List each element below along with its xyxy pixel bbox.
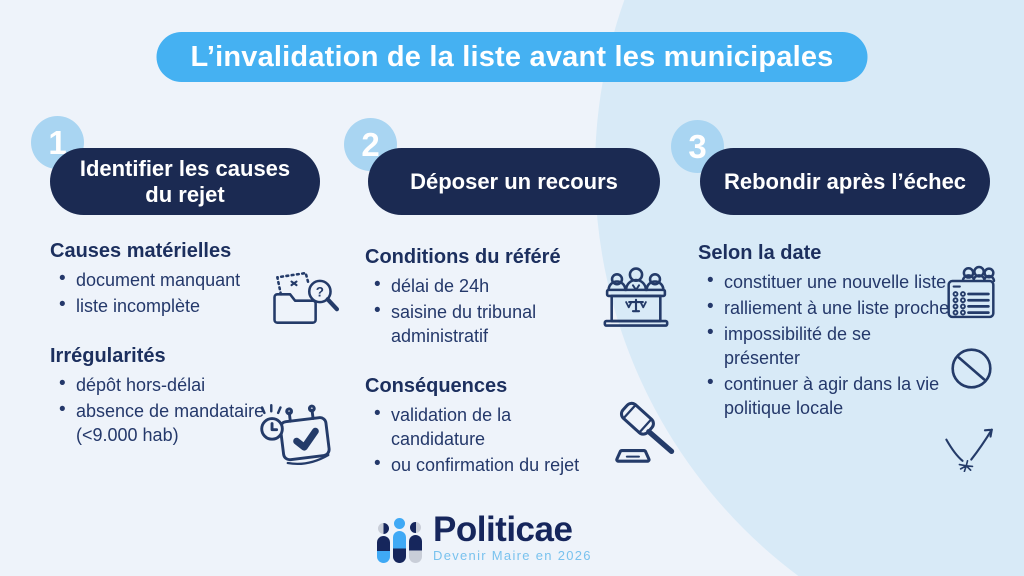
bullet-item: absence de mandataire (<9.000 hab) — [50, 398, 292, 447]
step-number-badge-3: 3 — [671, 120, 724, 173]
bullet-item: continuer à agir dans la vie politique l… — [698, 371, 950, 420]
bullet-list: constituer une nouvelle liste ralliement… — [698, 269, 950, 420]
bullet-item: dépôt hors-délai — [50, 372, 292, 397]
section-irregularites: Irrégularités dépôt hors-délai absence d… — [50, 345, 292, 447]
bullet-list: document manquant liste incomplète — [50, 267, 292, 318]
rebound-arrow-icon — [938, 416, 1002, 472]
brand-name: Politicae — [433, 510, 573, 549]
brand-text: Politicae Devenir Maire en 2026 — [433, 510, 592, 563]
tribunal-icon — [598, 264, 674, 334]
step-title-pill-3: Rebondir après l’échec — [700, 148, 990, 215]
bullet-item: document manquant — [50, 267, 292, 292]
section-causes-materielles: Causes matérielles document manquant lis… — [50, 240, 292, 318]
section-heading: Conditions du référé — [365, 246, 561, 268]
bullet-list: délai de 24h saisine du tribunal adminis… — [365, 273, 603, 348]
politicae-logo-icon — [377, 513, 422, 563]
calendar-deadline-icon — [256, 396, 340, 474]
bullet-item: saisine du tribunal administratif — [365, 299, 603, 348]
step-title: Identifier les causes du rejet — [79, 155, 291, 207]
title-banner: L’invalidation de la liste avant les mun… — [156, 32, 868, 82]
step-number-badge-2: 2 — [344, 118, 397, 171]
step-title-pill-1: Identifier les causes du rejet — [50, 148, 320, 215]
roster-people-icon — [940, 262, 1002, 326]
bullet-item: validation de la candidature — [365, 402, 603, 451]
page-title: L’invalidation de la liste avant les mun… — [190, 40, 834, 73]
gavel-icon — [604, 396, 680, 468]
folder-search-icon: ? — [266, 264, 344, 336]
section-heading: Causes matérielles — [50, 240, 232, 262]
bullet-item: ou confirmation du rejet — [365, 452, 603, 477]
column-deposer-recours: Conditions du référé délai de 24h saisin… — [365, 246, 603, 479]
logo-figure — [409, 522, 422, 563]
column-identify-causes: Causes matérielles document manquant lis… — [50, 240, 292, 449]
svg-text:?: ? — [316, 284, 324, 299]
bullet-item: liste incomplète — [50, 293, 292, 318]
logo-figure — [393, 518, 406, 563]
bullet-item: impossibilité de se présenter — [698, 321, 950, 370]
bullet-item: ralliement à une liste proche — [698, 295, 950, 320]
bullet-item: délai de 24h — [365, 273, 603, 298]
forbidden-icon — [943, 340, 1000, 397]
step-title: Déposer un recours — [410, 168, 618, 194]
brand-tagline: Devenir Maire en 2026 — [433, 548, 592, 563]
step-title-pill-2: Déposer un recours — [368, 148, 660, 215]
bullet-item: constituer une nouvelle liste — [698, 269, 950, 294]
bullet-list: validation de la candidature ou confirma… — [365, 402, 603, 477]
section-heading: Conséquences — [365, 375, 508, 397]
column-rebondir: Selon la date constituer une nouvelle li… — [698, 242, 950, 422]
section-consequences: Conséquences validation de la candidatur… — [365, 375, 603, 477]
step-title: Rebondir après l’échec — [723, 168, 967, 194]
section-conditions-refere: Conditions du référé délai de 24h saisin… — [365, 246, 603, 348]
logo-figure — [377, 523, 390, 563]
section-heading: Irrégularités — [50, 345, 166, 367]
section-heading: Selon la date — [698, 242, 822, 264]
section-selon-la-date: Selon la date constituer une nouvelle li… — [698, 242, 950, 420]
bullet-list: dépôt hors-délai absence de mandataire (… — [50, 372, 292, 447]
brand-footer: Politicae Devenir Maire en 2026 — [377, 510, 592, 563]
